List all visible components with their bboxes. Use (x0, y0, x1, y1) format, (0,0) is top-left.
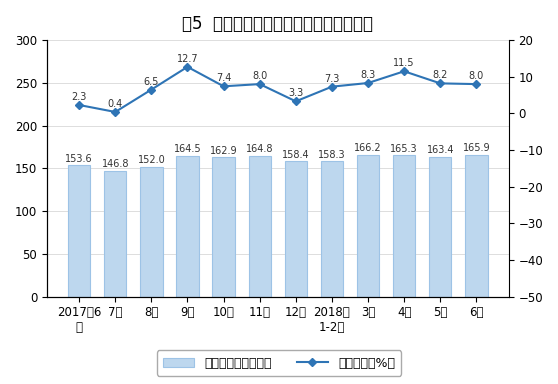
Text: 3.3: 3.3 (288, 88, 304, 98)
Text: 164.5: 164.5 (174, 144, 201, 154)
Bar (176, 156, 199, 297)
Text: 8.3: 8.3 (360, 70, 376, 80)
Bar (393, 155, 415, 297)
Bar (248, 156, 271, 297)
Text: 163.4: 163.4 (426, 145, 454, 155)
Bar (213, 157, 235, 297)
Text: 0.4: 0.4 (108, 99, 123, 109)
Bar (285, 161, 307, 297)
Text: 7.4: 7.4 (216, 73, 231, 83)
Bar (465, 155, 488, 297)
Text: 152.0: 152.0 (137, 155, 165, 165)
Bar (140, 167, 162, 297)
Text: 8.0: 8.0 (469, 71, 484, 81)
Text: 2.3: 2.3 (71, 92, 87, 102)
Text: 165.9: 165.9 (463, 143, 490, 153)
Text: 166.2: 166.2 (354, 143, 382, 153)
Legend: 日均加工量（万吨）, 当月增速（%）: 日均加工量（万吨）, 当月增速（%） (157, 350, 401, 376)
Text: 12.7: 12.7 (177, 54, 198, 64)
Bar (357, 154, 379, 297)
Bar (321, 161, 343, 297)
Bar (68, 166, 90, 297)
Title: 图5  规模以上工业原油加工量月度走势图: 图5 规模以上工业原油加工量月度走势图 (182, 15, 373, 33)
Text: 8.0: 8.0 (252, 71, 267, 81)
Text: 162.9: 162.9 (210, 146, 237, 156)
Bar (429, 157, 451, 297)
Text: 11.5: 11.5 (393, 58, 415, 68)
Bar (104, 171, 127, 297)
Text: 146.8: 146.8 (102, 159, 129, 169)
Text: 158.4: 158.4 (282, 149, 310, 159)
Text: 7.3: 7.3 (324, 74, 340, 84)
Text: 8.2: 8.2 (432, 70, 448, 80)
Text: 164.8: 164.8 (246, 144, 273, 154)
Text: 153.6: 153.6 (65, 154, 93, 164)
Text: 158.3: 158.3 (318, 150, 346, 160)
Text: 165.3: 165.3 (391, 144, 418, 154)
Text: 6.5: 6.5 (143, 77, 159, 87)
